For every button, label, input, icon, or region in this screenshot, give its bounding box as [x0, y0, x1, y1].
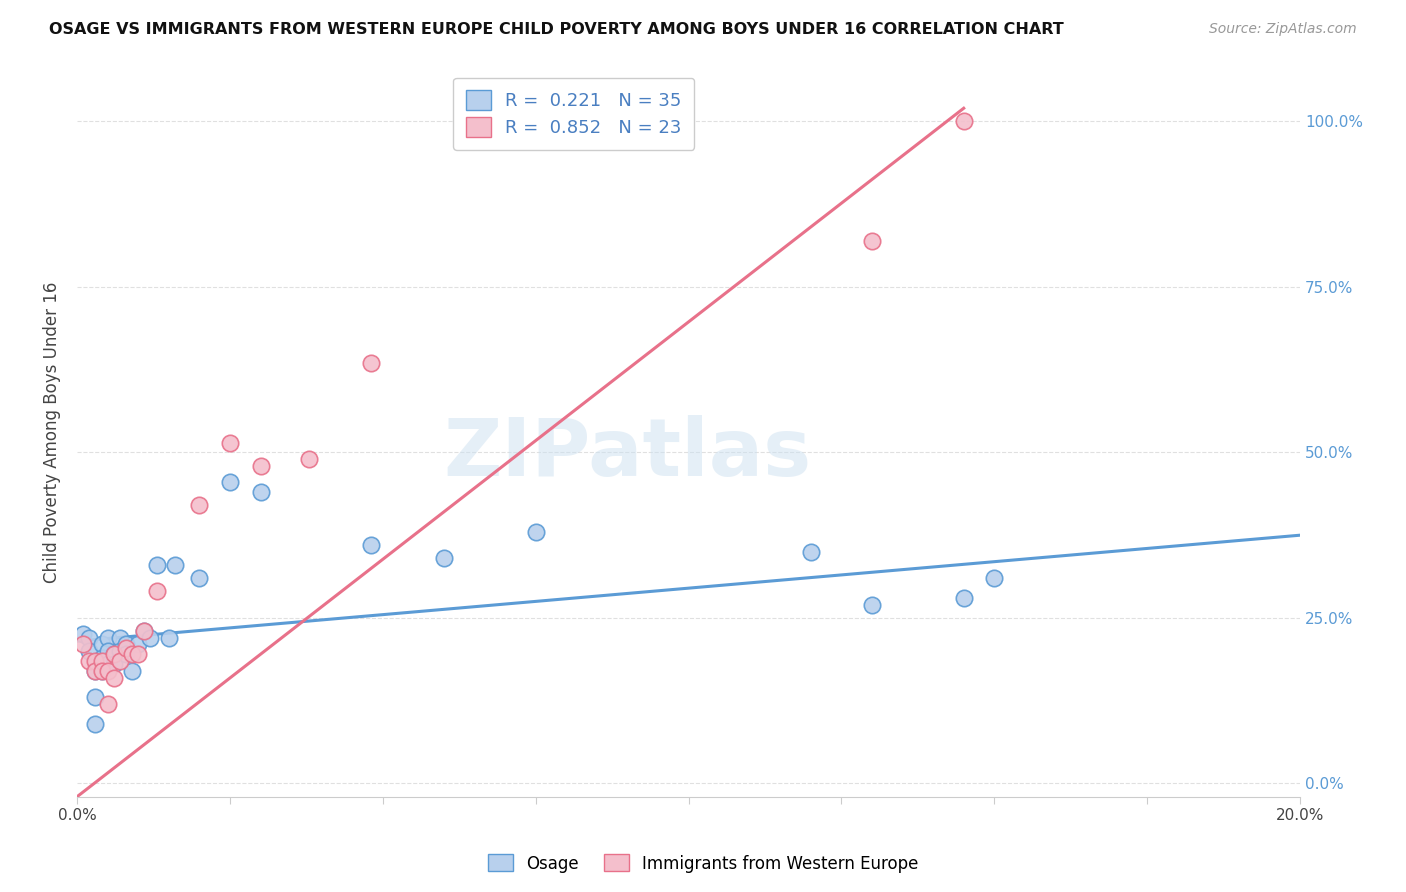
- Point: [72, 637, 94, 651]
- Point: [127, 648, 149, 662]
- Point: [145, 558, 167, 572]
- Point: [90, 664, 112, 678]
- Point: [860, 598, 883, 612]
- Point: [79, 631, 101, 645]
- Point: [103, 648, 125, 662]
- Text: OSAGE VS IMMIGRANTS FROM WESTERN EUROPE CHILD POVERTY AMONG BOYS UNDER 16 CORREL: OSAGE VS IMMIGRANTS FROM WESTERN EUROPE …: [49, 22, 1064, 37]
- Point: [84, 664, 107, 678]
- Point: [121, 648, 143, 662]
- Point: [84, 664, 107, 678]
- Legend: Osage, Immigrants from Western Europe: Osage, Immigrants from Western Europe: [481, 847, 925, 880]
- Point: [121, 664, 143, 678]
- Point: [108, 654, 131, 668]
- Point: [97, 664, 120, 678]
- Point: [188, 499, 211, 513]
- Point: [90, 664, 112, 678]
- Point: [157, 631, 180, 645]
- Point: [84, 654, 107, 668]
- Point: [360, 356, 382, 370]
- Point: [219, 475, 242, 490]
- Point: [97, 697, 120, 711]
- Point: [115, 640, 138, 655]
- Point: [952, 591, 974, 606]
- Point: [115, 637, 138, 651]
- Point: [97, 644, 120, 658]
- Point: [952, 114, 974, 128]
- Text: Source: ZipAtlas.com: Source: ZipAtlas.com: [1209, 22, 1357, 37]
- Point: [97, 657, 120, 672]
- Point: [360, 538, 382, 552]
- Point: [134, 624, 156, 639]
- Point: [79, 654, 101, 668]
- Point: [84, 690, 107, 705]
- Point: [108, 644, 131, 658]
- Point: [163, 558, 186, 572]
- Point: [145, 584, 167, 599]
- Point: [800, 545, 823, 559]
- Point: [139, 631, 162, 645]
- Point: [103, 648, 125, 662]
- Point: [249, 458, 271, 473]
- Point: [108, 631, 131, 645]
- Point: [97, 631, 120, 645]
- Point: [90, 637, 112, 651]
- Point: [72, 627, 94, 641]
- Point: [860, 234, 883, 248]
- Point: [524, 524, 547, 539]
- Point: [90, 654, 112, 668]
- Point: [219, 435, 242, 450]
- Point: [188, 571, 211, 585]
- Point: [115, 648, 138, 662]
- Text: ZIPatlas: ZIPatlas: [443, 416, 811, 493]
- Y-axis label: Child Poverty Among Boys Under 16: Child Poverty Among Boys Under 16: [44, 282, 60, 583]
- Point: [103, 671, 125, 685]
- Point: [134, 624, 156, 639]
- Point: [983, 571, 1005, 585]
- Point: [127, 637, 149, 651]
- Point: [103, 657, 125, 672]
- Point: [249, 485, 271, 500]
- Point: [90, 650, 112, 665]
- Point: [433, 551, 456, 566]
- Point: [79, 644, 101, 658]
- Point: [84, 717, 107, 731]
- Legend: R =  0.221   N = 35, R =  0.852   N = 23: R = 0.221 N = 35, R = 0.852 N = 23: [453, 78, 695, 150]
- Point: [298, 452, 321, 467]
